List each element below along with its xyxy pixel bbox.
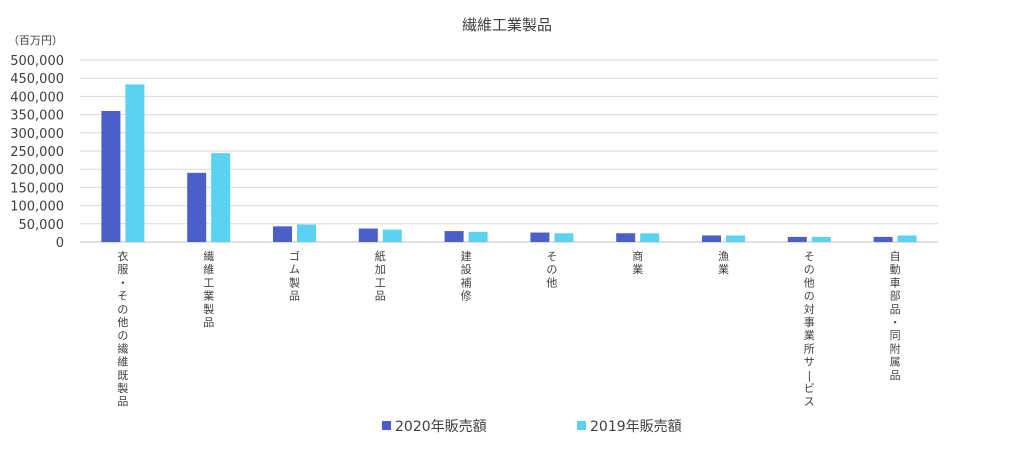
- x-category-label: 漁業: [718, 249, 729, 276]
- y-axis-tick-labels: 0 50,000 100,000 150,000 200,000 250,000 300,0…: [10, 54, 64, 251]
- bar-series-2019: [211, 153, 231, 242]
- x-category-label: その他の対事業所サ|ビス: [804, 250, 815, 408]
- x-category-label: ゴム製品: [289, 249, 300, 303]
- x-category-label: 自動車部品・同附属品: [890, 250, 901, 382]
- chart-title: 繊維工業製品: [462, 16, 552, 34]
- x-category-label: 建設補修: [461, 249, 472, 303]
- legend-swatch: [577, 421, 586, 430]
- gridlines: [80, 59, 938, 243]
- x-category-label: 衣服・その他の繊維既製品: [117, 249, 128, 408]
- y-tick-label: 500,000: [10, 54, 64, 69]
- x-category-label: 繊維工業製品: [203, 250, 214, 329]
- x-category-label: 紙加工品: [375, 249, 386, 303]
- bar-series-2020: [358, 228, 378, 242]
- bar-series-2020: [101, 110, 121, 243]
- bar-series-2020: [444, 231, 464, 242]
- bar-series-2020: [616, 233, 636, 242]
- y-tick-label: 150,000: [10, 181, 64, 196]
- bar-series-2019: [554, 233, 574, 242]
- bar-series-2019: [640, 233, 660, 242]
- bar-series-2020: [273, 226, 292, 242]
- x-category-label: 商業: [632, 249, 643, 276]
- bar-series-2019: [297, 224, 316, 242]
- bar-series-2019: [125, 84, 145, 242]
- x-axis-category-labels: 衣服・その他の繊維既製品 繊維工業製品 ゴム製品 紙加工品 建設補修 その他 商業 漁業 その他…: [117, 249, 900, 408]
- y-tick-label: 0: [56, 236, 64, 251]
- y-axis-unit-label: （百万円）: [8, 34, 63, 47]
- x-category-label: その他: [546, 250, 557, 289]
- legend-label: 2019年販売額: [590, 419, 682, 435]
- y-tick-label: 200,000: [10, 163, 64, 178]
- bar-series-2019: [897, 235, 917, 242]
- bar-series-2019: [468, 231, 488, 242]
- bar-series-2020: [530, 232, 550, 242]
- y-tick-label: 250,000: [10, 145, 64, 160]
- bar-series-2019: [811, 236, 831, 242]
- bar-series-2020: [787, 236, 807, 242]
- y-tick-label: 450,000: [10, 72, 64, 87]
- legend: 2020年販売額 2019年販売額: [382, 419, 682, 435]
- bar-series-2020: [702, 235, 721, 242]
- bars: [101, 84, 917, 243]
- bar-series-2020: [187, 172, 207, 242]
- y-tick-label: 350,000: [10, 109, 64, 124]
- y-tick-label: 400,000: [10, 90, 64, 105]
- bar-series-2019: [382, 229, 402, 242]
- y-tick-label: 50,000: [19, 218, 65, 233]
- y-tick-label: 300,000: [10, 127, 64, 142]
- y-tick-label: 100,000: [10, 200, 64, 215]
- bar-series-2020: [873, 236, 893, 242]
- legend-swatch: [382, 421, 391, 430]
- legend-label: 2020年販売額: [395, 419, 487, 435]
- bar-series-2019: [726, 235, 745, 242]
